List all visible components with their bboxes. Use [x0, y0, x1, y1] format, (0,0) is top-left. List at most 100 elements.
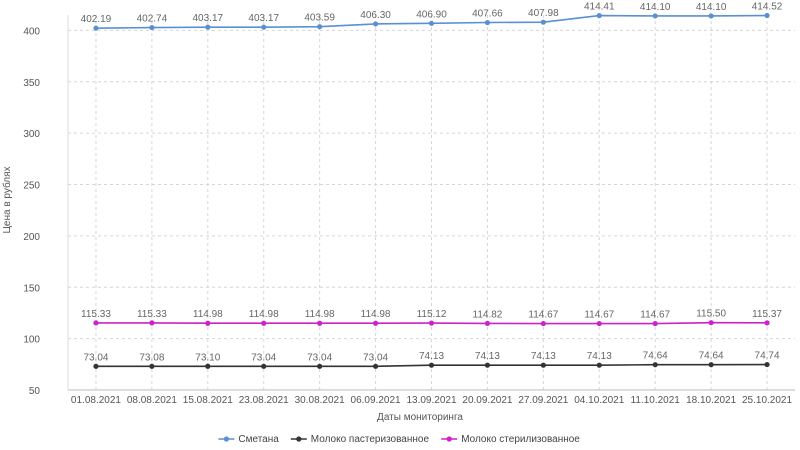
- data-label: 73.04: [83, 352, 108, 363]
- x-axis-title: Даты мониторинга: [377, 412, 463, 423]
- data-point: [764, 12, 770, 19]
- x-tick-label: 08.08.2021: [127, 395, 177, 406]
- data-label: 74.74: [755, 351, 780, 362]
- data-label: 414.41: [584, 2, 615, 13]
- x-tick-label: 25.10.2021: [742, 395, 792, 406]
- data-label: 74.64: [643, 351, 668, 362]
- data-point: [484, 362, 491, 368]
- data-label: 114.98: [249, 309, 279, 320]
- x-tick-label: 13.09.2021: [406, 395, 456, 406]
- data-label: 73.04: [251, 352, 276, 363]
- data-point: [540, 320, 546, 327]
- data-label: 414.10: [640, 2, 671, 13]
- data-label: 73.08: [139, 352, 164, 363]
- data-label: 74.64: [699, 351, 724, 362]
- data-point: [764, 361, 770, 368]
- legend-item[interactable]: Сметана: [218, 434, 279, 445]
- legend-label: Молоко стерилизованное: [461, 434, 580, 445]
- data-label: 114.67: [640, 310, 670, 321]
- data-point: [540, 19, 546, 25]
- y-tick-label: 250: [23, 181, 40, 192]
- x-tick-label: 11.10.2021: [631, 395, 681, 406]
- data-point: [317, 320, 323, 326]
- data-point: [428, 20, 435, 26]
- data-point: [484, 19, 491, 26]
- data-point: [372, 320, 379, 326]
- data-label: 407.66: [472, 9, 503, 20]
- data-label: 115.12: [417, 309, 447, 320]
- x-tick-label: 18.10.2021: [686, 395, 736, 406]
- data-label: 73.10: [195, 352, 220, 363]
- x-tick-label: 20.09.2021: [462, 395, 512, 406]
- y-tick-label: 300: [23, 129, 40, 140]
- data-point: [205, 24, 211, 30]
- y-tick-label: 50: [29, 386, 41, 397]
- data-label: 114.98: [193, 309, 223, 320]
- legend: Сметана Молоко пастеризованное Молоко стер…: [218, 434, 580, 445]
- data-point: [708, 320, 714, 326]
- data-label: 407.98: [528, 8, 559, 19]
- y-tick-label: 350: [23, 78, 40, 89]
- data-point: [652, 362, 658, 368]
- data-label: 73.04: [363, 352, 388, 363]
- data-label: 115.33: [81, 309, 111, 320]
- y-tick-label: 400: [23, 26, 40, 37]
- series: [93, 12, 770, 369]
- data-labels: 402.19 402.74 403.17 403.17 403.59 406.30 406.…: [81, 1, 783, 363]
- legend-swatch-marker: [223, 436, 229, 442]
- y-axis-title: Цена в рублях: [1, 166, 13, 233]
- data-label: 406.30: [360, 10, 391, 21]
- data-point: [261, 320, 267, 326]
- data-point: [205, 320, 211, 326]
- y-tick-label: 200: [23, 232, 40, 243]
- data-label: 403.17: [248, 13, 279, 24]
- data-point: [428, 362, 435, 368]
- data-point: [596, 320, 602, 327]
- data-point: [205, 363, 211, 369]
- legend-swatch-marker: [296, 436, 302, 442]
- data-point: [596, 13, 602, 19]
- data-point: [540, 362, 546, 368]
- data-point: [93, 363, 99, 369]
- legend-label: Молоко пастеризованное: [311, 434, 430, 445]
- x-tick-label: 23.08.2021: [239, 395, 289, 406]
- data-label: 114.67: [584, 310, 614, 321]
- data-point: [93, 320, 99, 326]
- data-label: 414.10: [696, 2, 727, 13]
- data-label: 74.13: [531, 351, 556, 362]
- data-label: 114.82: [473, 309, 503, 320]
- data-point: [149, 363, 155, 369]
- data-label: 114.98: [361, 309, 391, 320]
- data-label: 114.67: [528, 310, 558, 321]
- data-point: [93, 25, 99, 31]
- legend-swatch-marker: [446, 436, 452, 442]
- data-label: 115.33: [137, 309, 167, 320]
- data-point: [652, 13, 658, 19]
- data-label: 406.90: [416, 9, 447, 20]
- data-label: 114.98: [305, 309, 335, 320]
- data-label: 402.74: [137, 14, 168, 25]
- data-point: [372, 363, 379, 369]
- x-tick-label: 15.08.2021: [183, 395, 233, 406]
- data-point: [149, 24, 155, 31]
- data-point: [261, 363, 267, 369]
- y-tick-label: 100: [23, 335, 40, 346]
- data-point: [708, 13, 714, 19]
- x-tick-label: 27.09.2021: [518, 395, 568, 406]
- data-label: 402.19: [81, 14, 112, 25]
- axes: 50 100 150 200 250 300 350 400 01.08.2021 08.08.2…: [23, 15, 795, 406]
- x-tick-label: 06.09.2021: [351, 395, 401, 406]
- data-point: [317, 24, 323, 30]
- legend-item[interactable]: Молоко стерилизованное: [441, 434, 580, 445]
- x-tick-label: 01.08.2021: [71, 395, 121, 406]
- x-tick-label: 30.08.2021: [295, 395, 345, 406]
- data-point: [428, 320, 435, 326]
- data-point: [261, 24, 267, 30]
- data-label: 414.52: [752, 1, 783, 12]
- legend-item[interactable]: Молоко пастеризованное: [290, 434, 430, 445]
- data-point: [708, 362, 714, 368]
- data-point: [372, 21, 379, 27]
- data-point: [764, 320, 770, 326]
